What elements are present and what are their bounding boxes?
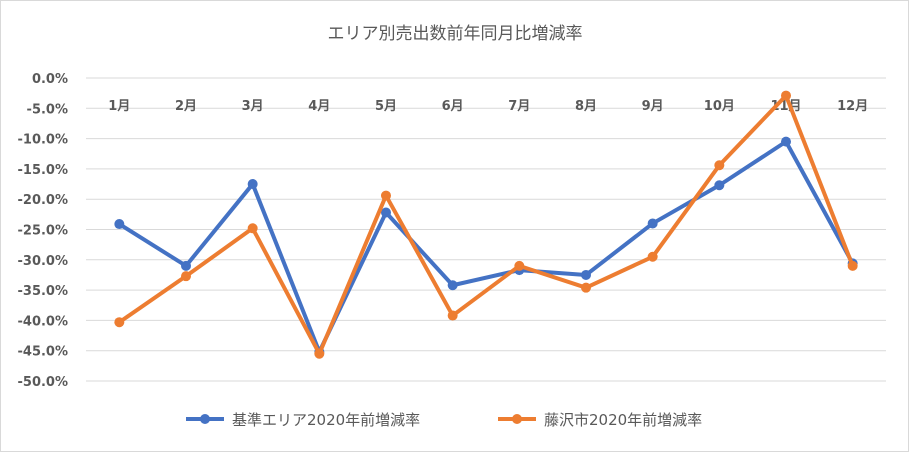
legend-swatch-marker: [200, 414, 210, 424]
x-tick-label: 7月: [508, 99, 530, 114]
y-tick-label: -15.0%: [18, 163, 69, 178]
legend-label-series-2: 藤沢市2020年前増減率: [544, 411, 702, 429]
y-tick-label: -5.0%: [27, 102, 68, 117]
x-tick-label: 6月: [442, 99, 464, 114]
data-point: [714, 180, 725, 191]
data-point: [447, 280, 458, 291]
x-tick-label: 1月: [108, 99, 130, 114]
y-tick-label: -10.0%: [18, 133, 69, 148]
x-tick-label: 9月: [642, 99, 664, 114]
legend-swatch-marker: [512, 414, 522, 424]
y-tick-label: -50.0%: [18, 375, 69, 390]
y-axis-tick-labels: 0.0% -5.0% -10.0% -15.0% -20.0% -25.0% -30.0% -…: [18, 72, 69, 390]
data-point: [381, 207, 391, 218]
series-lines: [114, 90, 858, 359]
series-line: [118, 139, 855, 354]
legend: 基準エリア2020年前増減率 藤沢市2020年前増減率: [186, 411, 702, 429]
data-point: [781, 90, 791, 101]
data-point: [381, 190, 391, 201]
y-tick-label: -40.0%: [18, 314, 69, 329]
y-tick-label: -35.0%: [18, 284, 69, 299]
x-tick-label: 10月: [704, 99, 735, 114]
data-point: [181, 260, 191, 271]
data-point: [781, 136, 791, 147]
x-tick-label: 12月: [837, 99, 868, 114]
series-2: [114, 90, 858, 359]
data-point: [847, 260, 858, 271]
data-point: [247, 179, 258, 190]
legend-item-series-2: 藤沢市2020年前増減率: [498, 411, 702, 429]
x-tick-label: 5月: [375, 99, 397, 114]
gridlines: [86, 77, 886, 382]
data-point: [447, 310, 458, 321]
x-axis-tick-labels: 1月 2月 3月 4月 5月 6月 7月 8月 9月 10月 11月 12月: [108, 99, 868, 114]
legend-item-series-1: 基準エリア2020年前増減率: [186, 411, 420, 429]
data-point: [247, 223, 258, 234]
y-tick-label: -25.0%: [18, 224, 69, 239]
data-point: [181, 271, 191, 282]
data-point: [514, 260, 525, 271]
x-tick-label: 3月: [242, 99, 264, 114]
chart-title: エリア別売出数前年同月比増減率: [328, 24, 583, 44]
x-tick-label: 4月: [308, 99, 330, 114]
data-point: [647, 218, 658, 229]
x-tick-label: 8月: [575, 99, 597, 114]
data-point: [314, 348, 325, 359]
data-point: [114, 219, 125, 230]
y-tick-label: -20.0%: [18, 193, 69, 208]
x-tick-label: 2月: [175, 99, 197, 114]
data-point: [114, 317, 125, 328]
data-point: [581, 282, 591, 293]
data-point: [581, 269, 591, 280]
data-point: [714, 160, 725, 171]
y-tick-label: -30.0%: [18, 254, 69, 269]
legend-label-series-1: 基準エリア2020年前増減率: [232, 411, 420, 429]
data-point: [647, 251, 658, 262]
y-tick-label: 0.0%: [32, 72, 68, 87]
y-tick-label: -45.0%: [18, 345, 69, 360]
series-line: [118, 93, 855, 356]
